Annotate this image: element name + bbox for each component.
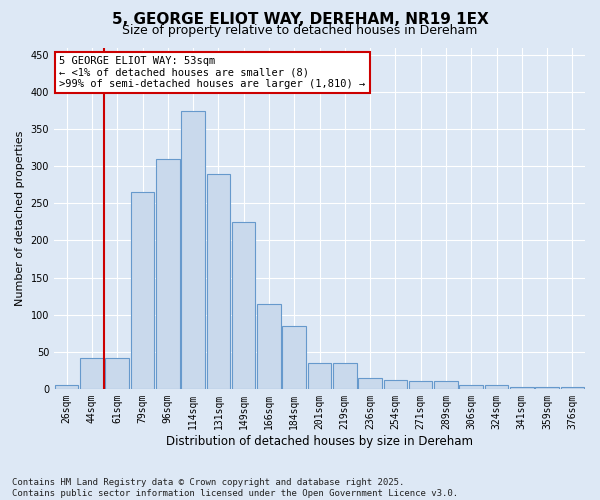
Bar	[333, 363, 356, 389]
Bar	[358, 378, 382, 389]
Bar	[535, 388, 559, 389]
Text: 5, GEORGE ELIOT WAY, DEREHAM, NR19 1EX: 5, GEORGE ELIOT WAY, DEREHAM, NR19 1EX	[112, 12, 488, 28]
Text: Contains HM Land Registry data © Crown copyright and database right 2025.
Contai: Contains HM Land Registry data © Crown c…	[12, 478, 458, 498]
Text: 5 GEORGE ELIOT WAY: 53sqm
← <1% of detached houses are smaller (8)
>99% of semi-: 5 GEORGE ELIOT WAY: 53sqm ← <1% of detac…	[59, 56, 365, 89]
Y-axis label: Number of detached properties: Number of detached properties	[15, 130, 25, 306]
Bar	[257, 304, 281, 389]
Bar	[80, 358, 104, 389]
Bar	[283, 326, 306, 389]
Bar	[156, 159, 179, 389]
Text: Size of property relative to detached houses in Dereham: Size of property relative to detached ho…	[122, 24, 478, 37]
Bar	[106, 358, 129, 389]
Bar	[510, 386, 533, 389]
Bar	[560, 388, 584, 389]
Bar	[206, 174, 230, 389]
Bar	[232, 222, 256, 389]
X-axis label: Distribution of detached houses by size in Dereham: Distribution of detached houses by size …	[166, 434, 473, 448]
Bar	[434, 382, 458, 389]
Bar	[55, 385, 79, 389]
Bar	[485, 385, 508, 389]
Bar	[181, 110, 205, 389]
Bar	[383, 380, 407, 389]
Bar	[460, 385, 483, 389]
Bar	[308, 363, 331, 389]
Bar	[131, 192, 154, 389]
Bar	[409, 382, 433, 389]
